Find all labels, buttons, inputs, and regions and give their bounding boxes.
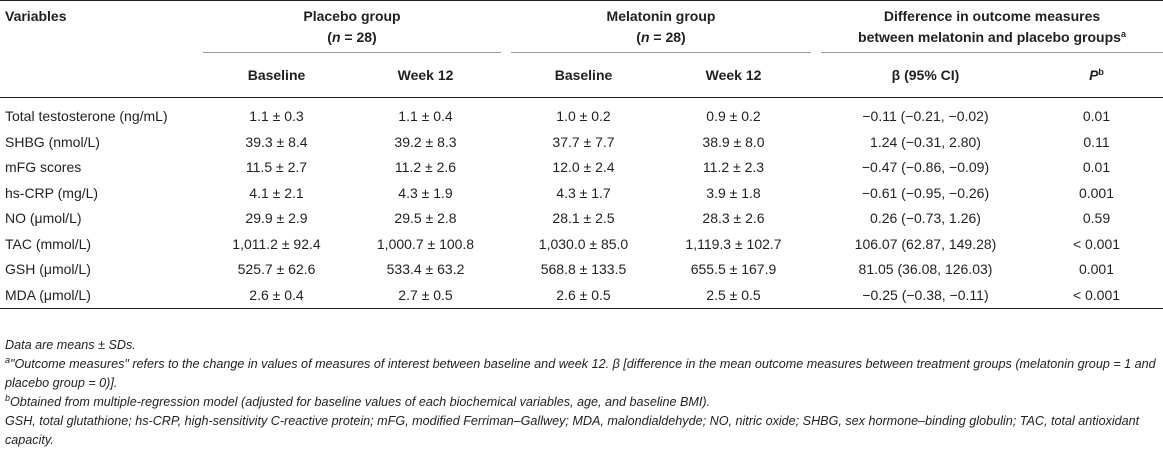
placebo-group-header: Placebo group (n = 28) (203, 0, 501, 53)
placebo-week12-cell: 2.7 ± 0.5 (350, 282, 501, 309)
melatonin-week12-cell: 655.5 ± 167.9 (690, 261, 777, 277)
table-footnotes: Data are means ± SDs. a"Outcome measures… (5, 336, 1157, 450)
placebo-week12-cell: 1,000.7 ± 100.8 (376, 235, 475, 252)
placebo-week12-cell: 1.1 ± 0.4 (398, 108, 453, 124)
melatonin-week12-cell: 11.2 ± 2.3 (702, 159, 765, 175)
variable-name-cell: Total testosterone (ng/mL) (5, 108, 168, 124)
melatonin-baseline-cell: 28.1 ± 2.5 (552, 210, 615, 226)
table-row: SHBG (nmol/L) 39.3 ± 8.4 39.2 ± 8.3 37.7 ± … (0, 130, 1163, 156)
placebo-group-n: (n = 28) (327, 29, 377, 45)
melatonin-week12-cell: 3.9 ± 1.8 (706, 184, 761, 201)
p-value-cell: 0.001 (1078, 261, 1115, 277)
placebo-week12-cell: 4.3 ± 1.9 (398, 184, 453, 201)
melatonin-week12-cell: 28.3 ± 2.6 (702, 210, 765, 226)
beta-ci-cell: 106.07 (62.87, 149.28) (854, 235, 997, 252)
placebo-week12-cell: 533.4 ± 63.2 (386, 261, 465, 277)
placebo-week12-header: Week 12 (397, 67, 454, 83)
melatonin-baseline-cell: 568.8 ± 133.5 (540, 261, 627, 277)
placebo-baseline-cell: 39.3 ± 8.4 (245, 133, 308, 150)
beta-ci-cell: −0.25 (−0.38, −0.11) (821, 282, 1030, 309)
melatonin-baseline-cell: 12.0 ± 2.4 (552, 159, 615, 175)
variables-header: Variables (0, 0, 203, 53)
placebo-baseline-cell: 11.5 ± 2.7 (245, 159, 308, 175)
beta-ci-cell: 0.26 (−0.73, 1.26) (870, 210, 981, 226)
header-row-columns: Baseline Week 12 Baseline Week 12 β (95%… (0, 53, 1163, 98)
placebo-baseline-cell: 4.1 ± 2.1 (249, 184, 304, 201)
melatonin-group-n: (n = 28) (636, 29, 686, 45)
table-row: NO (μmol/L) 29.9 ± 2.9 29.5 ± 2.8 28.1 ± 2.… (0, 206, 1163, 232)
footnote-a: a"Outcome measures" refers to the change… (5, 355, 1156, 391)
placebo-baseline-cell: 2.6 ± 0.4 (203, 282, 350, 309)
variable-name-cell: TAC (mmol/L) (5, 235, 92, 252)
p-value-cell: < 0.001 (1072, 235, 1121, 252)
table-row: MDA (μmol/L) 2.6 ± 0.4 2.7 ± 0.5 2.6 ± 0.5 2… (0, 282, 1163, 309)
p-value-cell: 0.001 (1078, 184, 1115, 201)
variable-name-cell: GSH (μmol/L) (5, 261, 91, 277)
placebo-week12-cell: 39.2 ± 8.3 (394, 133, 457, 150)
melatonin-baseline-cell: 37.7 ± 7.7 (552, 133, 615, 150)
table-row: GSH (μmol/L) 525.7 ± 62.6 533.4 ± 63.2 568.… (0, 257, 1163, 283)
beta-ci-cell: −0.11 (−0.21, −0.02) (862, 108, 989, 124)
beta-ci-cell: −0.47 (−0.86, −0.09) (861, 159, 990, 175)
table-row: Total testosterone (ng/mL) 1.1 ± 0.3 1.1 ±… (0, 98, 1163, 130)
footnote-b: bObtained from multiple-regression model… (5, 393, 711, 410)
p-value-cell: < 0.001 (1030, 282, 1163, 309)
p-value-cell: 0.11 (1083, 133, 1110, 150)
beta-ci-cell: 81.05 (36.08, 126.03) (858, 261, 993, 277)
melatonin-week12-cell: 0.9 ± 0.2 (706, 108, 761, 124)
beta-ci-cell: −0.61 (−0.95, −0.26) (861, 184, 990, 201)
beta-ci-header: β (95% CI) (891, 67, 960, 83)
difference-header-line2: between melatonin and placebo groupsa (858, 29, 1126, 45)
placebo-baseline-cell: 1,011.2 ± 92.4 (232, 235, 321, 252)
melatonin-baseline-cell: 1.0 ± 0.2 (556, 108, 611, 124)
melatonin-baseline-cell: 4.3 ± 1.7 (556, 184, 611, 201)
beta-ci-cell: 1.24 (−0.31, 2.80) (870, 133, 981, 150)
placebo-baseline-cell: 29.9 ± 2.9 (245, 210, 308, 226)
variable-name-cell: NO (μmol/L) (5, 210, 82, 226)
table-row: mFG scores 11.5 ± 2.7 11.2 ± 2.6 12.0 ± 2.4… (0, 155, 1163, 181)
variable-name-cell: MDA (μmol/L) (0, 282, 203, 309)
placebo-baseline-cell: 1.1 ± 0.3 (249, 108, 304, 124)
melatonin-week12-header: Week 12 (705, 67, 762, 83)
footnote-abbreviations: GSH, total glutathione; hs-CRP, high-sen… (5, 414, 1140, 447)
p-value-header: Pb (1089, 67, 1104, 83)
variable-name-cell: SHBG (nmol/L) (5, 133, 100, 150)
melatonin-group-title: Melatonin group (606, 8, 716, 24)
variable-name-cell: hs-CRP (mg/L) (5, 184, 99, 201)
table-row: hs-CRP (mg/L) 4.1 ± 2.1 4.3 ± 1.9 4.3 ± 1.7… (0, 181, 1163, 207)
p-value-cell: 0.59 (1082, 210, 1111, 226)
results-table: Variables Placebo group (n = 28) Melaton… (0, 0, 1163, 309)
melatonin-baseline-cell: 1,030.0 ± 85.0 (538, 235, 629, 252)
melatonin-week12-cell: 38.9 ± 8.0 (702, 133, 765, 150)
placebo-baseline-cell: 525.7 ± 62.6 (237, 261, 316, 277)
difference-header: Difference in outcome measures between m… (821, 0, 1163, 53)
variable-name-cell: mFG scores (5, 159, 82, 175)
difference-header-line1: Difference in outcome measures (883, 8, 1101, 24)
table-row: TAC (mmol/L) 1,011.2 ± 92.4 1,000.7 ± 100.… (0, 232, 1163, 258)
melatonin-baseline-header: Baseline (554, 67, 613, 83)
placebo-group-title: Placebo group (303, 8, 401, 24)
placebo-week12-cell: 29.5 ± 2.8 (394, 210, 457, 226)
melatonin-week12-cell: 2.5 ± 0.5 (656, 282, 811, 309)
melatonin-group-header: Melatonin group (n = 28) (511, 0, 811, 53)
header-row-groups: Variables Placebo group (n = 28) Melaton… (0, 0, 1163, 53)
table-body: Total testosterone (ng/mL) 1.1 ± 0.3 1.1 ±… (0, 98, 1163, 309)
melatonin-week12-cell: 1,119.3 ± 102.7 (685, 235, 782, 252)
footnote-data: Data are means ± SDs. (5, 338, 136, 352)
melatonin-baseline-cell: 2.6 ± 0.5 (511, 282, 656, 309)
placebo-week12-cell: 11.2 ± 2.6 (394, 159, 457, 175)
p-value-cell: 0.01 (1082, 108, 1111, 124)
p-value-cell: 0.01 (1082, 159, 1111, 175)
placebo-baseline-header: Baseline (247, 67, 306, 83)
